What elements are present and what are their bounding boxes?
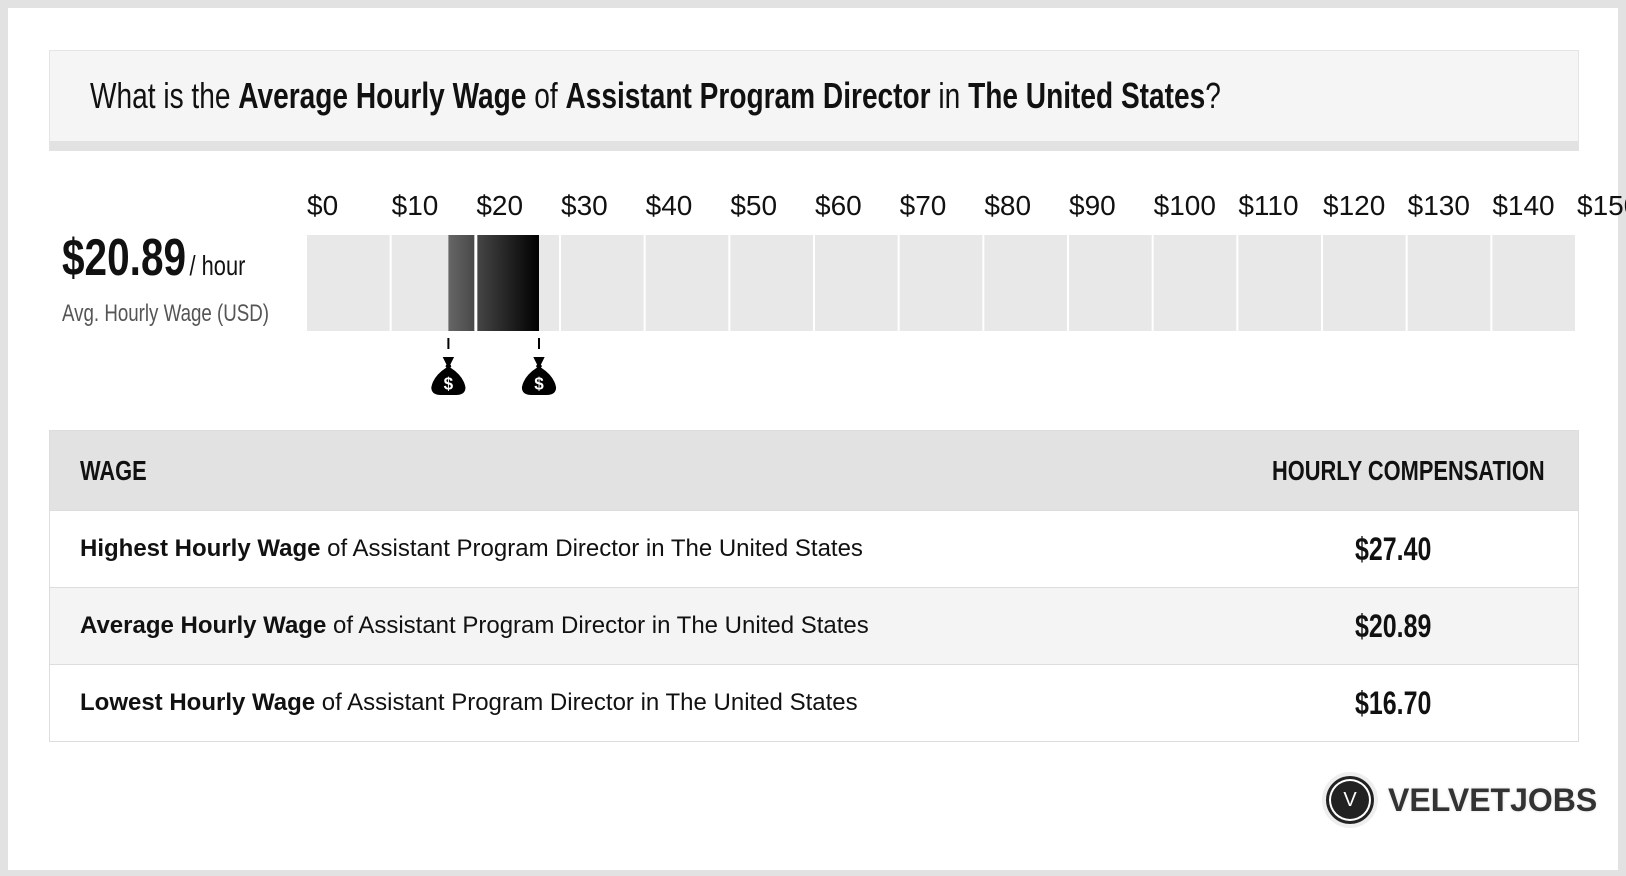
- track-segment: [1492, 235, 1575, 331]
- track-segment: [815, 235, 898, 331]
- wage-table: WAGE HOURLY COMPENSATION Highest Hourly …: [49, 430, 1579, 742]
- average-wage-unit: / hour: [189, 250, 246, 281]
- row-value: $20.89: [1355, 608, 1432, 644]
- tick-label: $80: [984, 190, 1031, 221]
- range-marker-tick: [447, 338, 450, 349]
- table-row: Average Hourly Wage of Assistant Program…: [50, 587, 1578, 664]
- range-marker-tick: [537, 338, 540, 349]
- tick-label: $120: [1323, 190, 1385, 221]
- track-segment: [730, 235, 813, 331]
- track-segment: [561, 235, 644, 331]
- title-box: What is the Average Hourly Wage of Assis…: [49, 50, 1579, 151]
- tick-label: $30: [561, 190, 608, 221]
- segment-divider: [474, 235, 478, 331]
- tick-label: $110: [1238, 190, 1298, 221]
- money-bag-icon: [431, 357, 466, 395]
- average-wage: $20.89 / hour: [62, 228, 297, 288]
- tick-label: $60: [815, 190, 862, 221]
- wage-range-chart: $ $0$10$20$30$40$50$60$70$80$90$100$110$…: [307, 190, 1626, 395]
- track-segment: [645, 235, 729, 331]
- tick-label: $70: [900, 190, 947, 221]
- table-row: Highest Hourly Wage of Assistant Program…: [50, 510, 1578, 587]
- header-wage: WAGE: [80, 455, 147, 486]
- tick-label: $100: [1154, 190, 1216, 221]
- tick-label: $140: [1492, 190, 1554, 221]
- velvetjobs-logo[interactable]: V VELVETJOBS: [1322, 772, 1597, 828]
- tick-label: $130: [1408, 190, 1470, 221]
- table-row: Lowest Hourly Wage of Assistant Program …: [50, 664, 1578, 741]
- tick-label: $90: [1069, 190, 1116, 221]
- track-segment: [1407, 235, 1491, 331]
- row-value: $16.70: [1355, 685, 1432, 721]
- tick-label: $150+: [1577, 190, 1626, 221]
- wage-range-bar: [448, 235, 539, 331]
- tick-label: $0: [307, 190, 338, 221]
- logo-text: VELVETJOBS: [1388, 781, 1598, 818]
- track-segment: [1153, 235, 1237, 331]
- average-wage-value: $20.89: [62, 229, 187, 287]
- logo-v-icon: V: [1322, 772, 1378, 828]
- track-segment: [984, 235, 1067, 331]
- track-segment: [1069, 235, 1152, 331]
- track-segment: [307, 235, 390, 331]
- track-segment: [899, 235, 983, 331]
- track-segment: [1238, 235, 1321, 331]
- header-hourly-compensation: HOURLY COMPENSATION: [1272, 455, 1545, 486]
- tick-label: $20: [476, 190, 523, 221]
- average-wage-label: Avg. Hourly Wage (USD): [62, 300, 270, 327]
- tick-label: $40: [646, 190, 693, 221]
- table-header: WAGE HOURLY COMPENSATION: [50, 431, 1578, 510]
- money-bag-icon: [521, 357, 557, 395]
- tick-label: $50: [730, 190, 777, 221]
- track-segment: [1323, 235, 1406, 331]
- tick-label: $10: [392, 190, 439, 221]
- page-title: What is the Average Hourly Wage of Assis…: [90, 75, 1221, 116]
- row-value: $27.40: [1355, 531, 1432, 567]
